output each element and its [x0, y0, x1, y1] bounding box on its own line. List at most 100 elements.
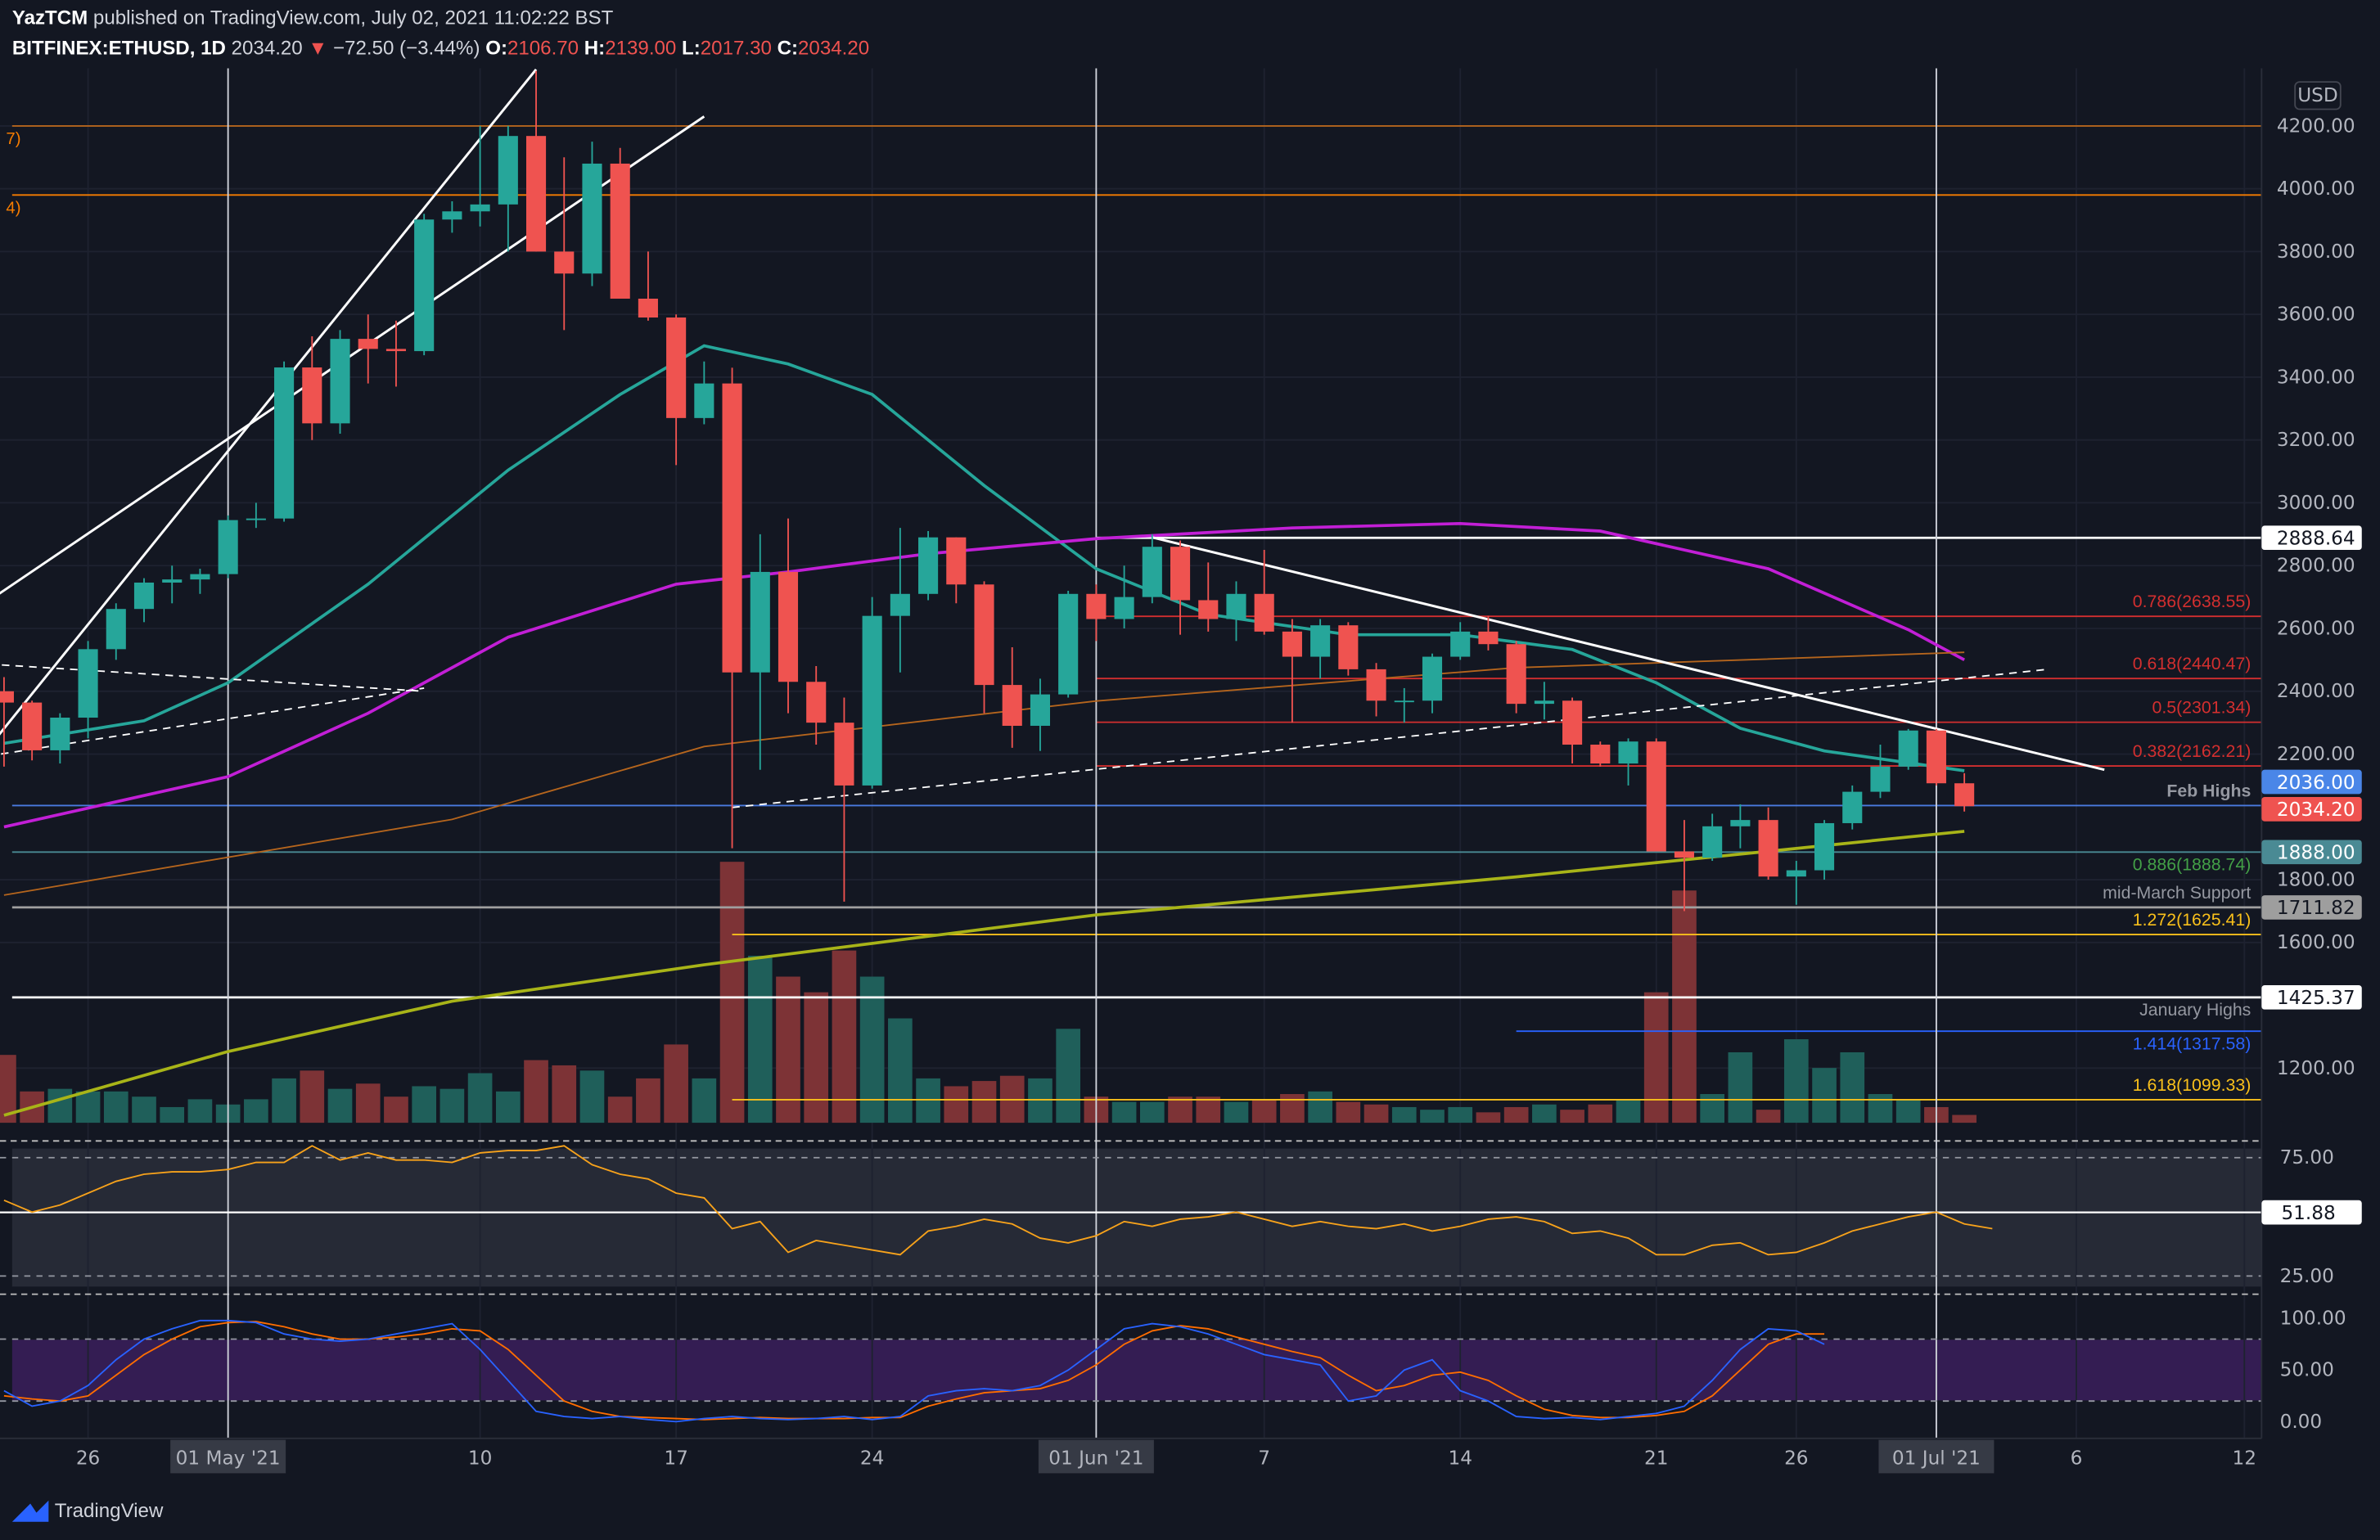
horizontal-levels: 7) 4) 0.786(2638.55) 0.618(2440.47) 0.5(2301… — [6, 124, 2262, 1101]
candle-up — [1310, 625, 1331, 657]
price-badge — [2261, 769, 2362, 795]
candle-up — [442, 211, 462, 220]
volume-bar — [1308, 1091, 1332, 1123]
high-label: H: — [584, 38, 605, 60]
candle-down — [1198, 600, 1219, 619]
volume-bar — [859, 976, 885, 1123]
price-badge-label: 1711.82 — [2277, 897, 2355, 919]
date-tick-label: 7 — [1258, 1447, 1270, 1469]
price-badge — [2261, 895, 2362, 920]
volume-bar — [607, 1096, 633, 1123]
currency-badge[interactable] — [2294, 81, 2342, 110]
price-badge-label: 2036.00 — [2277, 772, 2355, 794]
candle-down — [722, 383, 742, 673]
volume-bar — [776, 976, 800, 1123]
candle-down — [385, 349, 407, 352]
ma20-line — [3, 344, 1965, 772]
volume-bar — [1868, 1094, 1893, 1123]
candle-up — [890, 593, 910, 616]
volume-bar — [1224, 1101, 1249, 1123]
candle-down — [22, 702, 43, 750]
time-axis[interactable]: 26 01 May '21 10 17 24 01 Jun '21 7 14 21 26 01 Ju… — [76, 1439, 2256, 1474]
last-price-label: 2034.20 — [2277, 799, 2355, 821]
price-axis[interactable]: 4200.00 4000.00 3800.00 3600.00 3400.00 3200.… — [2277, 115, 2355, 1432]
volume-bar — [1532, 1104, 1557, 1123]
volume-bar — [75, 1091, 101, 1123]
moving-averages — [3, 344, 1965, 1117]
volume-bar — [1616, 1099, 1641, 1123]
tradingview-logo-icon — [11, 1500, 49, 1522]
date-tick-label: 26 — [76, 1447, 100, 1469]
candle-up — [1114, 597, 1134, 619]
rsi-tick-label: 75.00 — [2280, 1146, 2334, 1169]
high-value: 2139.00 — [605, 38, 676, 60]
stoch-band — [11, 1340, 2262, 1401]
candle-down — [778, 571, 799, 682]
price-badge-label: 1888.00 — [2277, 842, 2355, 864]
volume-bar — [579, 1070, 605, 1123]
level-label: 1.414(1317.58) — [2133, 1033, 2252, 1053]
level-label: 0.886(1888.74) — [2133, 855, 2252, 875]
level-label: 1.272(1625.41) — [2133, 910, 2252, 930]
volume-bar — [524, 1060, 548, 1123]
price-tick-label: 3600.00 — [2277, 304, 2355, 326]
price-tick-label: 4200.00 — [2277, 115, 2355, 137]
candle-up — [1422, 656, 1443, 701]
close-value: 2034.20 — [798, 38, 869, 60]
volume-bar — [1196, 1096, 1221, 1123]
candle-down — [554, 251, 575, 274]
volume-bar — [244, 1099, 268, 1123]
price-tick-label: 3000.00 — [2277, 492, 2355, 514]
date-tick-label: 26 — [1784, 1447, 1808, 1469]
volume-bar — [1111, 1101, 1137, 1123]
price-change: −72.50 (−3.44%) — [333, 38, 480, 60]
candle-up — [1226, 593, 1246, 619]
candle-up — [1842, 791, 1863, 823]
tradingview-logo[interactable]: TradingView — [11, 1500, 164, 1522]
stoch-d-line — [3, 1321, 1825, 1421]
volume-bar — [1560, 1110, 1584, 1123]
volume-bar — [804, 992, 829, 1123]
stoch-tick-label: 0.00 — [2280, 1411, 2323, 1433]
candle-down — [302, 367, 322, 424]
price-tick-label: 2800.00 — [2277, 555, 2355, 577]
volume-bar — [412, 1086, 437, 1123]
candles — [0, 70, 1975, 912]
level-label: mid-March Support — [2103, 883, 2251, 903]
volume-bar — [971, 1081, 997, 1123]
volume-bar — [692, 1078, 717, 1123]
ma200-line — [3, 830, 1965, 1117]
date-highlight-box — [1878, 1439, 1995, 1474]
date-tick-label: 12 — [2233, 1447, 2256, 1469]
rsi-badge — [2261, 1200, 2362, 1225]
brand-name: TradingView — [55, 1500, 164, 1522]
volume-bar — [1895, 1099, 1921, 1123]
volume-bar — [1672, 890, 1697, 1123]
volume-bar — [888, 1018, 913, 1123]
low-value: 2017.30 — [701, 38, 772, 60]
volume-bar — [719, 862, 745, 1123]
rsi-line — [3, 1145, 1993, 1256]
candle-up — [330, 339, 350, 424]
candle-up — [1898, 730, 1918, 767]
candle-down — [1954, 783, 1975, 807]
candle-up — [1702, 826, 1723, 858]
volume-bar — [747, 955, 773, 1123]
candle-up — [1394, 700, 1414, 703]
price-badge — [2261, 840, 2362, 865]
candle-down — [1366, 669, 1386, 701]
volume-bar — [1700, 1094, 1725, 1123]
candle-down — [1002, 685, 1022, 726]
volume-bar — [1756, 1110, 1781, 1123]
volume-bar — [132, 1096, 156, 1123]
level-label: 0.786(2638.55) — [2133, 592, 2252, 611]
symbol-line: BITFINEX:ETHUSD, 1D 2034.20 ▼ −72.50 (−3… — [12, 38, 869, 60]
candle-down — [610, 163, 630, 299]
price-tick-label: 2600.00 — [2277, 617, 2355, 639]
candle-down — [1478, 631, 1499, 645]
volume-bar — [1643, 992, 1669, 1123]
candle-up — [1814, 822, 1835, 871]
volume-bar — [1168, 1096, 1192, 1123]
level-label: 4) — [6, 200, 20, 218]
